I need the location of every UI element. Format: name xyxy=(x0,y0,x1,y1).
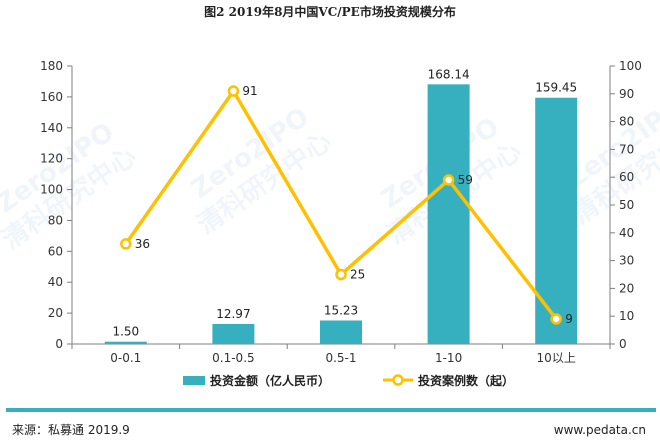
y-right-tick-label: 50 xyxy=(619,198,634,212)
x-tick-label: 0.1-0.5 xyxy=(212,351,255,365)
y-right-tick-label: 30 xyxy=(619,254,634,268)
source-text: 来源：私募通 2019.9 xyxy=(12,423,130,437)
y-right-tick-label: 80 xyxy=(619,115,634,129)
bar xyxy=(427,84,470,344)
y-right-tick-label: 60 xyxy=(619,170,634,184)
line-value-label: 9 xyxy=(565,312,573,326)
x-tick-label: 0-0.1 xyxy=(110,351,141,365)
y-right-tick-label: 0 xyxy=(619,337,627,351)
x-tick-label: 1-10 xyxy=(435,351,462,365)
bar-value-label: 168.14 xyxy=(428,67,470,81)
bar-value-label: 159.45 xyxy=(535,81,577,95)
y-left-tick-label: 0 xyxy=(55,337,63,351)
bar-value-label: 1.50 xyxy=(112,325,139,339)
legend-line-label: 投资案例数（起） xyxy=(418,373,514,388)
y-left-tick-label: 40 xyxy=(48,275,63,289)
legend-bar-swatch xyxy=(183,376,205,385)
y-right-tick-label: 70 xyxy=(619,142,634,156)
y-left-tick-label: 20 xyxy=(48,306,63,320)
y-left-tick-label: 100 xyxy=(40,183,63,197)
legend: 投资金额（亿人民币） 投资案例数（起） xyxy=(183,373,514,388)
legend-bar-label: 投资金额（亿人民币） xyxy=(210,373,330,388)
x-tick-label: 0.5-1 xyxy=(325,351,356,365)
line-point xyxy=(120,238,132,250)
bar-value-label: 15.23 xyxy=(324,303,358,317)
y-right-tick-label: 40 xyxy=(619,226,634,240)
bar-value-label: 12.97 xyxy=(216,307,250,321)
line-value-label: 36 xyxy=(135,237,150,251)
bar xyxy=(104,341,147,344)
line-value-label: 91 xyxy=(242,84,257,98)
footer-bar xyxy=(6,408,656,412)
y-left-tick-label: 60 xyxy=(48,244,63,258)
y-left-tick-label: 140 xyxy=(40,121,63,135)
bar xyxy=(320,320,362,344)
legend-line-marker xyxy=(392,374,404,386)
y-right-tick-label: 100 xyxy=(619,59,642,73)
line-value-label: 59 xyxy=(458,173,473,187)
bar xyxy=(535,97,578,344)
y-right-tick-label: 90 xyxy=(619,87,634,101)
bar xyxy=(212,323,255,344)
y-left-tick-label: 80 xyxy=(48,213,63,227)
line-point xyxy=(335,268,347,281)
chart-title: 图2 2019年8月中国VC/PE市场投资规模分布 xyxy=(204,4,456,19)
line-series xyxy=(120,85,562,325)
line-point xyxy=(227,85,240,97)
y-left-tick-label: 160 xyxy=(40,90,63,104)
axes: 0 20 40 60 80 100 120 140 160 180 0 10 20 30 40 50 60 70 8… xyxy=(40,59,642,365)
y-left-tick-label: 120 xyxy=(40,152,63,166)
y-right-tick-label: 10 xyxy=(619,309,634,323)
line-point xyxy=(442,174,455,186)
data-labels: 1.50 12.97 15.23 168.14 159.45 36 91 25 59 9 xyxy=(112,67,577,338)
line-value-label: 25 xyxy=(350,268,365,282)
line-point xyxy=(550,313,562,325)
y-right-tick-label: 20 xyxy=(619,281,634,295)
website-text: www.pedata.cn xyxy=(554,423,646,437)
y-left-tick-label: 180 xyxy=(40,59,63,73)
x-tick-label: 10以上 xyxy=(537,351,576,365)
